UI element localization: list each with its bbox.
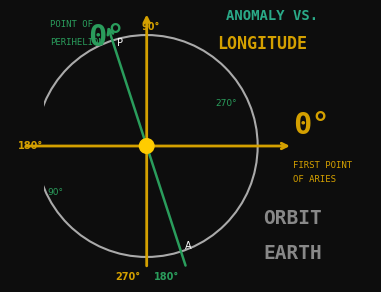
Text: 0°: 0° [88, 23, 125, 52]
Text: FIRST POINT: FIRST POINT [293, 161, 352, 170]
Text: EARTH: EARTH [263, 244, 322, 263]
Text: 270°: 270° [116, 272, 141, 281]
Text: 180°: 180° [18, 141, 43, 151]
Text: OF ARIES: OF ARIES [293, 175, 336, 184]
Text: P: P [117, 38, 123, 48]
Text: PERIHELION: PERIHELION [50, 38, 104, 47]
Text: 270°: 270° [216, 99, 237, 108]
Text: A: A [186, 241, 192, 251]
Text: 180°: 180° [154, 272, 179, 281]
Text: ORBIT: ORBIT [263, 209, 322, 228]
Text: LONGITUDE: LONGITUDE [217, 35, 307, 53]
Text: ANOMALY VS.: ANOMALY VS. [226, 9, 318, 23]
Circle shape [139, 139, 154, 153]
Text: 90°: 90° [142, 22, 160, 32]
Text: 0°: 0° [293, 111, 330, 140]
Text: POINT OF: POINT OF [50, 20, 93, 29]
Text: 90°: 90° [48, 188, 64, 197]
